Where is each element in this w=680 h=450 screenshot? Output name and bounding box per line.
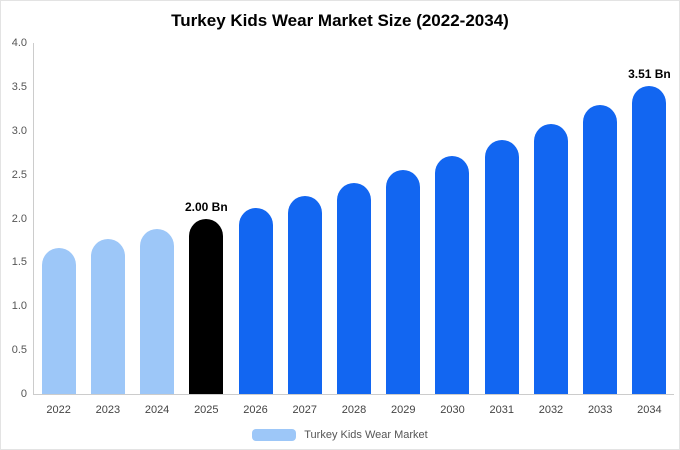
x-tick-label: 2024 [144,404,170,416]
bar [238,207,273,394]
x-tick-label: 2030 [440,404,465,416]
bar-group: 2023 [83,43,132,416]
bar-value-label: 2.00 Bn [184,199,228,214]
bar-group: 2.00 Bn 2025 [182,43,231,417]
bar [484,140,519,394]
y-tick-label: 3.5 [11,80,27,93]
bar-value-label: 3.51 Bn [628,67,671,81]
y-axis: 4.0 3.5 3.0 2.5 2.0 1.5 1.0 0.5 0 [1,37,29,400]
y-tick-label: 2.0 [11,212,27,225]
bar [90,238,125,394]
bar [583,105,618,394]
x-tick-label: 2028 [341,404,367,416]
x-tick-label: 2033 [587,404,613,416]
bar [41,248,76,394]
y-tick-label: 4.0 [11,37,27,49]
bar-group: 2029 [379,43,428,416]
bar [189,218,224,394]
x-tick-label: 2022 [46,404,71,416]
bar-group: 2027 [280,43,329,416]
bar [287,195,322,394]
bar-group: 2028 [329,43,378,416]
x-tick-label: 2027 [292,404,318,416]
bar-group: 2033 [576,43,625,416]
x-tick-label: 2032 [538,404,564,416]
bar [386,170,421,394]
x-tick-label: 2023 [95,404,121,416]
x-tick-label: 2026 [243,404,268,416]
x-tick-label: 2034 [637,404,662,416]
plot-area: 2022 2023 2024 2.00 Bn 2025 2026 2027 2028 2029 2… [33,43,674,417]
x-tick-label: 2025 [194,404,219,416]
y-tick-label: 3.0 [11,124,27,137]
y-tick-label: 2.5 [11,168,27,181]
y-tick-label: 0 [20,388,27,400]
bar [632,86,667,394]
legend-swatch [252,429,297,441]
bar-group: 2022 [34,43,83,416]
y-tick-label: 1.0 [11,300,27,313]
bar-group: 2024 [132,43,181,416]
bar [140,229,175,394]
bar-group: 2030 [428,43,477,416]
y-tick-label: 1.5 [11,256,27,269]
bar-group: 2032 [526,43,575,416]
x-tick-label: 2031 [489,404,514,416]
bar [435,156,470,394]
chart-title: Turkey Kids Wear Market Size (2022-2034) [171,11,509,30]
bar [533,123,568,394]
bar [337,183,372,394]
legend[interactable]: Turkey Kids Wear Market [1,429,679,441]
legend-label: Turkey Kids Wear Market [304,429,428,441]
bar-group: 2026 [231,43,280,416]
bar-group: 2031 [477,43,526,416]
x-tick-label: 2029 [391,404,416,416]
y-tick-label: 0.5 [11,344,27,357]
bar-group: 3.51 Bn 2034 [625,43,674,416]
